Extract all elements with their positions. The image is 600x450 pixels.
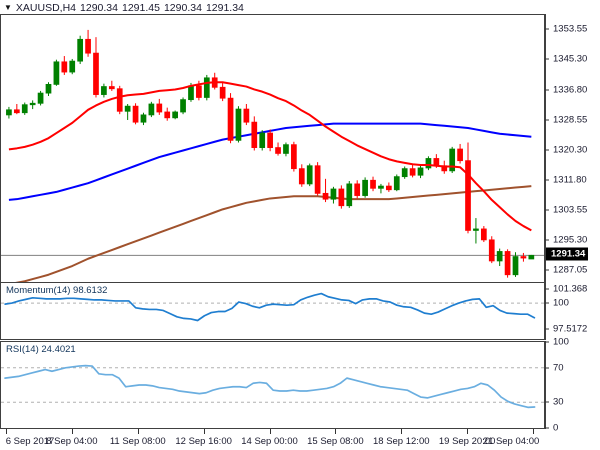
scale-tick <box>545 328 549 330</box>
date-tick-label: 18 Sep 12:00 <box>372 436 430 447</box>
price-tick <box>545 149 549 151</box>
date-tick <box>335 429 337 434</box>
price-tick-label: 1328.55 <box>553 114 588 126</box>
price-tick-label: 1287.05 <box>553 264 588 276</box>
scale-tick <box>545 367 549 369</box>
price-tick <box>545 239 549 241</box>
rsi-series <box>1 364 544 409</box>
date-tick <box>533 429 534 434</box>
symbol-timeframe-label: XAUUSD,H4 <box>15 1 77 14</box>
price-tick-label: 1295.30 <box>553 234 588 246</box>
current-price-tag: 1291.34 <box>546 247 589 261</box>
date-tick <box>467 429 469 434</box>
scale-tick-label: 100 <box>553 297 569 309</box>
date-tick <box>401 429 403 434</box>
momentum-scale[interactable]: 101.368 100 97.5172 <box>545 282 600 340</box>
price-tick <box>545 89 549 91</box>
price-tick-label: 1303.55 <box>553 204 588 216</box>
chart-header: ▼ XAUUSD,H4 1290.34 1291.45 1290.34 1291… <box>4 1 244 14</box>
scale-tick-label: 97.5172 <box>553 323 588 335</box>
price-tick-label: 1311.80 <box>553 174 587 186</box>
quote-high: 1291.45 <box>122 1 160 14</box>
scale-tick-label: 30 <box>553 396 564 408</box>
date-tick-label: 15 Sep 08:00 <box>307 436 364 447</box>
date-tick-label: 8 Sep 04:00 <box>46 436 98 447</box>
price-tick <box>545 119 549 121</box>
rsi-caption: RSI(14) 24.4021 <box>6 344 76 355</box>
quote-close: 1291.34 <box>205 1 244 14</box>
date-tick <box>6 429 7 434</box>
scale-tick <box>545 401 549 403</box>
price-plot-area[interactable] <box>1 15 544 282</box>
price-tick-label: 1320.30 <box>553 144 588 156</box>
date-tick-label: 6 Sep 2017 <box>5 436 55 447</box>
date-tick-label: 21 Sep 04:00 <box>482 436 540 447</box>
rsi-plot-area[interactable] <box>1 342 544 428</box>
scale-tick-label: 101.368 <box>553 283 588 295</box>
rsi-scale[interactable]: 100 70 30 0 <box>545 337 600 434</box>
chevron-down-icon[interactable]: ▼ <box>4 2 12 12</box>
date-tick <box>203 429 205 434</box>
price-tick <box>545 209 549 211</box>
date-scale[interactable]: 6 Sep 2017 8 Sep 04:00 11 Sep 08:00 12 Sep … <box>0 429 545 450</box>
price-tick-label: 1336.80 <box>553 84 588 96</box>
momentum-plot-area[interactable] <box>1 283 544 339</box>
date-tick <box>269 429 271 434</box>
date-tick-label: 11 Sep 08:00 <box>109 436 166 447</box>
scale-tick-label: 0 <box>553 422 559 434</box>
scale-tick <box>545 341 549 343</box>
momentum-scale-axis-line <box>545 282 546 340</box>
momentum-panel[interactable]: Momentum(14) 98.6132 <box>0 282 545 340</box>
scale-tick-label: 100 <box>553 336 569 348</box>
price-tick <box>545 28 549 30</box>
date-tick <box>137 429 139 434</box>
rsi-panel[interactable]: RSI(14) 24.4021 <box>0 341 545 429</box>
date-tick-label: 19 Sep 20:00 <box>438 436 496 447</box>
ohlc-quote: 1290.34 1291.45 1290.34 1291.34 <box>80 2 244 14</box>
price-tick-label: 1353.55 <box>553 23 588 35</box>
quote-low: 1290.34 <box>163 1 202 14</box>
candlestick-series <box>1 29 544 282</box>
price-tick <box>545 179 549 181</box>
quote-open: 1290.34 <box>80 1 118 14</box>
scale-tick <box>545 302 549 304</box>
price-scale[interactable]: 1353.55 1345.30 1336.80 1328.55 1320.30 1311.… <box>545 14 600 282</box>
price-chart-panel[interactable] <box>0 14 545 282</box>
price-scale-axis-line <box>545 14 546 282</box>
price-tick <box>545 269 549 271</box>
date-tick-label: 14 Sep 00:00 <box>241 436 298 447</box>
date-tick-label: 12 Sep 16:00 <box>175 436 232 447</box>
date-tick <box>71 429 73 434</box>
price-tick <box>545 58 549 60</box>
price-tick-label: 1345.30 <box>553 53 588 65</box>
scale-tick <box>545 427 549 429</box>
rsi-scale-axis-line <box>545 341 546 429</box>
scale-tick <box>545 288 549 290</box>
scale-tick-label: 70 <box>553 362 564 374</box>
momentum-series <box>1 292 544 322</box>
momentum-caption: Momentum(14) 98.6132 <box>6 285 108 296</box>
